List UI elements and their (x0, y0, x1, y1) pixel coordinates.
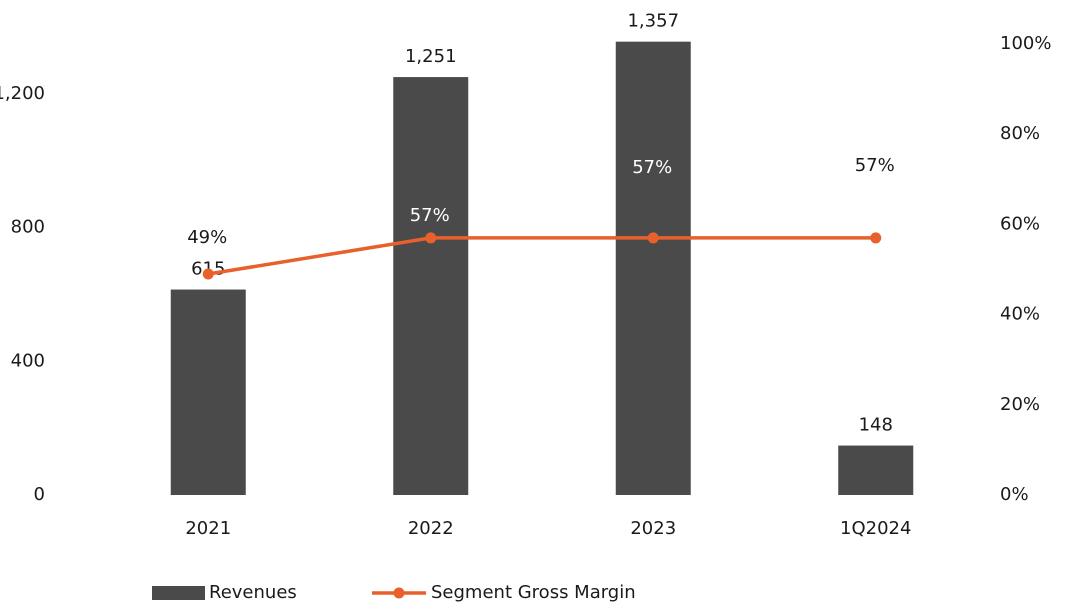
line-value-label: 57% (855, 155, 895, 176)
y2-tick-label: 100% (1000, 33, 1051, 54)
bar (838, 445, 914, 495)
y-tick-label: 800 (11, 217, 45, 238)
y2-tick-label: 60% (1000, 213, 1040, 234)
line-point (870, 232, 882, 244)
line (207, 236, 876, 276)
y-tick-label: 400 (11, 350, 45, 371)
line-value-label: 49% (187, 227, 227, 248)
line-value-label: 57% (632, 157, 672, 178)
y-tick-label: 1,200 (0, 83, 45, 104)
line-point (647, 232, 659, 244)
x-tick-label: 1Q2024 (840, 518, 911, 539)
y2-tick-label: 20% (1000, 394, 1040, 415)
y2-tick-label: 0% (1000, 484, 1029, 505)
bar-value-label: 1,251 (405, 46, 457, 67)
line-point (202, 268, 214, 280)
bar (170, 289, 246, 495)
legend-swatch (152, 586, 205, 600)
legend-label: Segment Gross Margin (431, 582, 636, 603)
y-tick-label: 0 (34, 484, 45, 505)
bar-value-label: 148 (859, 415, 893, 436)
x-tick-label: 2023 (630, 518, 676, 539)
bar-value-label: 1,357 (627, 11, 679, 32)
x-tick-label: 2021 (185, 518, 231, 539)
line-value-label: 57% (410, 205, 450, 226)
line-point (425, 232, 437, 244)
bar (615, 41, 691, 496)
bar (393, 77, 469, 495)
legend-swatch (393, 587, 405, 599)
legend-label: Revenues (209, 582, 297, 603)
x-tick-label: 2022 (408, 518, 454, 539)
y2-tick-label: 40% (1000, 304, 1040, 325)
y2-tick-label: 80% (1000, 123, 1040, 144)
